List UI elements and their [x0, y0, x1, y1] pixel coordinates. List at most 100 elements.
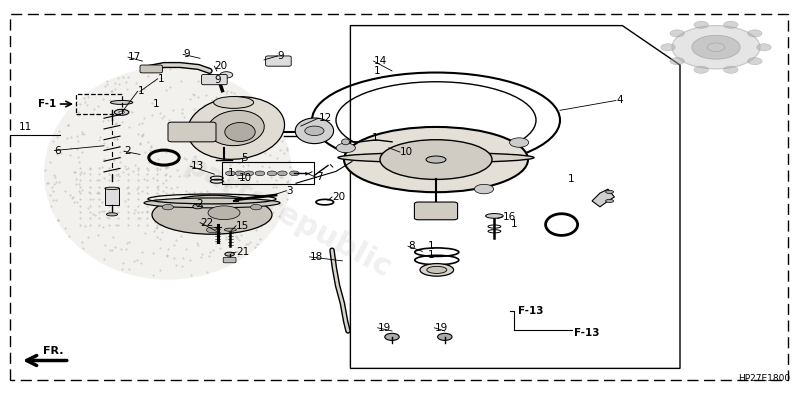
Ellipse shape: [114, 110, 129, 115]
Circle shape: [474, 184, 494, 194]
Circle shape: [692, 35, 740, 59]
FancyBboxPatch shape: [414, 202, 458, 220]
Text: 8: 8: [408, 241, 414, 251]
Circle shape: [250, 204, 262, 210]
Text: 22: 22: [200, 217, 214, 228]
FancyBboxPatch shape: [266, 56, 291, 66]
Ellipse shape: [187, 97, 285, 159]
Text: 7: 7: [316, 172, 322, 182]
Text: 9: 9: [183, 49, 190, 59]
Circle shape: [278, 171, 287, 176]
FancyBboxPatch shape: [223, 257, 236, 263]
Circle shape: [694, 21, 708, 28]
Text: 1: 1: [153, 98, 159, 109]
Ellipse shape: [225, 252, 234, 256]
Text: 2: 2: [196, 199, 202, 209]
Circle shape: [757, 44, 771, 51]
Text: 1: 1: [568, 174, 574, 184]
Ellipse shape: [342, 139, 350, 145]
Text: 4: 4: [616, 95, 622, 106]
Ellipse shape: [606, 199, 614, 203]
Ellipse shape: [224, 228, 237, 231]
Text: F-13: F-13: [574, 328, 600, 338]
Text: FR.: FR.: [43, 346, 64, 356]
Circle shape: [670, 58, 684, 65]
Text: 20: 20: [332, 192, 345, 202]
Ellipse shape: [110, 100, 133, 104]
Ellipse shape: [193, 204, 202, 209]
FancyBboxPatch shape: [140, 65, 162, 73]
Ellipse shape: [420, 264, 454, 276]
Ellipse shape: [486, 214, 503, 218]
Ellipse shape: [426, 156, 446, 163]
Text: 13: 13: [190, 161, 204, 171]
Text: 5: 5: [242, 152, 248, 163]
Text: F-1: F-1: [38, 99, 56, 109]
Circle shape: [206, 227, 218, 232]
Ellipse shape: [208, 206, 240, 220]
Circle shape: [305, 126, 324, 136]
Ellipse shape: [152, 195, 272, 234]
Ellipse shape: [380, 140, 492, 179]
Circle shape: [220, 72, 233, 78]
Text: F-13: F-13: [518, 306, 544, 316]
Text: 1: 1: [510, 219, 517, 229]
Text: 1: 1: [158, 74, 164, 84]
Circle shape: [162, 204, 174, 210]
FancyBboxPatch shape: [168, 122, 216, 142]
Circle shape: [724, 66, 738, 73]
Circle shape: [290, 171, 299, 176]
Circle shape: [267, 171, 277, 176]
Text: 20: 20: [214, 61, 227, 71]
Text: 1: 1: [138, 86, 144, 97]
Text: 1: 1: [372, 133, 378, 143]
Ellipse shape: [144, 198, 280, 208]
Ellipse shape: [427, 266, 446, 273]
Ellipse shape: [105, 187, 119, 190]
Text: 17: 17: [128, 52, 142, 62]
Text: 1: 1: [428, 241, 434, 251]
Ellipse shape: [295, 118, 334, 144]
Circle shape: [510, 138, 529, 147]
Circle shape: [672, 26, 760, 69]
Text: 9: 9: [214, 74, 221, 85]
Circle shape: [748, 30, 762, 37]
Ellipse shape: [225, 123, 255, 141]
Bar: [105, 188, 119, 205]
Circle shape: [694, 66, 708, 73]
Bar: [76, 94, 122, 114]
Circle shape: [255, 171, 265, 176]
Text: 12: 12: [318, 113, 332, 123]
Text: 9: 9: [278, 51, 284, 61]
Ellipse shape: [44, 67, 292, 280]
Circle shape: [707, 43, 725, 52]
Ellipse shape: [118, 111, 125, 113]
Text: HP27E1800: HP27E1800: [738, 374, 790, 383]
FancyBboxPatch shape: [202, 74, 227, 85]
Circle shape: [235, 171, 245, 176]
Text: 1: 1: [428, 250, 434, 260]
Text: 18: 18: [310, 252, 323, 262]
Text: 19: 19: [434, 323, 448, 333]
Text: 2: 2: [124, 146, 130, 156]
Ellipse shape: [208, 110, 264, 146]
Text: 10: 10: [238, 173, 251, 183]
Ellipse shape: [214, 97, 254, 108]
Text: 6: 6: [54, 145, 61, 156]
Text: 1: 1: [228, 167, 234, 178]
Ellipse shape: [344, 127, 528, 192]
Text: 11: 11: [19, 122, 32, 132]
Circle shape: [336, 143, 355, 152]
Circle shape: [748, 58, 762, 65]
Text: 1: 1: [374, 66, 380, 76]
Text: 19: 19: [378, 323, 391, 333]
Polygon shape: [592, 189, 614, 207]
Ellipse shape: [385, 333, 399, 340]
Circle shape: [724, 21, 738, 28]
Circle shape: [226, 171, 235, 176]
Circle shape: [661, 44, 675, 51]
Ellipse shape: [438, 333, 452, 340]
Text: 3: 3: [286, 186, 293, 196]
Text: 10: 10: [400, 147, 413, 157]
Ellipse shape: [338, 152, 534, 163]
